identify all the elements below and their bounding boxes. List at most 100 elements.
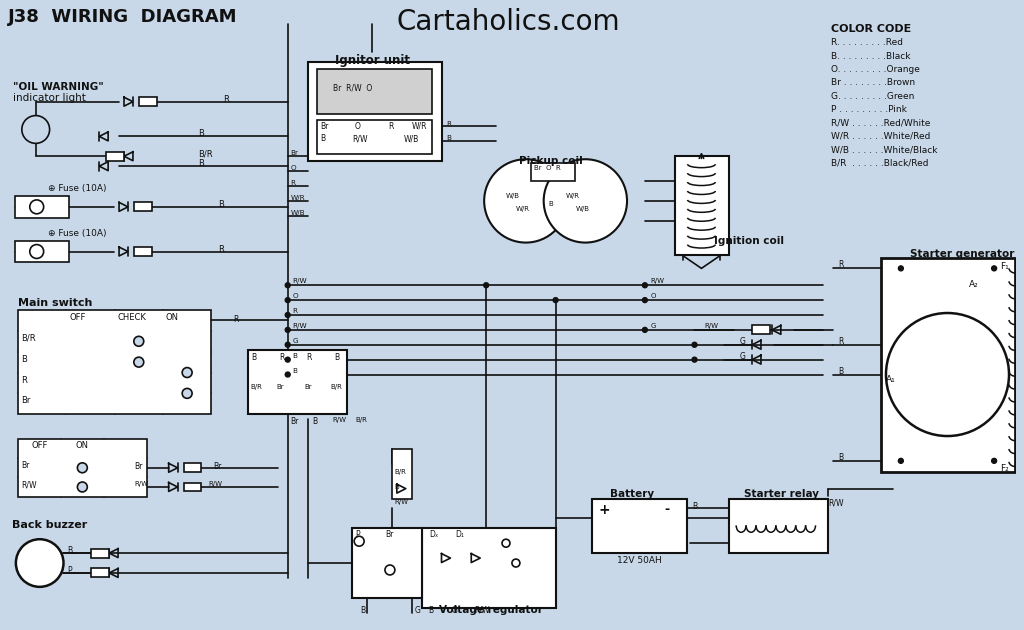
Bar <box>307 62 441 161</box>
Bar <box>183 483 202 491</box>
Bar <box>91 549 110 558</box>
Text: R/W: R/W <box>705 323 719 329</box>
Text: Br  O  R: Br O R <box>534 165 560 171</box>
Text: Br . . . . . . . .Brown: Br . . . . . . . .Brown <box>831 78 915 88</box>
Circle shape <box>286 357 290 362</box>
Bar <box>317 69 431 113</box>
Text: P: P <box>355 530 359 539</box>
Text: G: G <box>452 605 458 615</box>
Circle shape <box>286 312 290 318</box>
Text: indicator light: indicator light <box>13 93 86 103</box>
Text: R/W: R/W <box>293 278 307 284</box>
Text: B: B <box>395 484 399 490</box>
Text: W/R: W/R <box>412 122 427 130</box>
Text: G: G <box>739 352 745 361</box>
Text: B/R: B/R <box>355 417 367 423</box>
Circle shape <box>991 266 996 271</box>
Text: Ignition coil: Ignition coil <box>715 236 784 246</box>
Text: R/W: R/W <box>293 323 307 329</box>
Text: R/W: R/W <box>134 481 147 487</box>
Text: W/B: W/B <box>403 134 419 144</box>
Text: F₂: F₂ <box>1000 464 1009 473</box>
Text: W/B: W/B <box>575 206 590 212</box>
Text: Br: Br <box>134 462 142 471</box>
Text: COLOR CODE: COLOR CODE <box>831 25 911 34</box>
Bar <box>317 120 431 154</box>
Text: B: B <box>446 135 452 141</box>
Text: W/R . . . . . .White/Red: W/R . . . . . .White/Red <box>831 132 931 141</box>
Bar <box>422 529 556 608</box>
Text: Br: Br <box>321 122 329 130</box>
Bar <box>392 449 412 498</box>
Text: W/R: W/R <box>291 195 305 201</box>
Text: B. . . . . . . . .Black: B. . . . . . . . .Black <box>831 52 911 60</box>
Circle shape <box>385 565 395 575</box>
Text: +: + <box>598 503 610 517</box>
Circle shape <box>484 159 567 243</box>
Text: B: B <box>251 353 256 362</box>
Circle shape <box>642 283 647 288</box>
Text: O. . . . . . . . .Orange: O. . . . . . . . .Orange <box>831 65 921 74</box>
Text: B/R: B/R <box>199 149 213 158</box>
Text: 12V 50AH: 12V 50AH <box>616 556 662 565</box>
Text: O: O <box>651 293 656 299</box>
Text: Br: Br <box>385 530 393 539</box>
Bar <box>881 258 1015 472</box>
Bar <box>134 247 152 256</box>
Text: ⊕ Fuse (10A): ⊕ Fuse (10A) <box>48 229 106 238</box>
Text: R: R <box>839 260 844 270</box>
Text: A₂: A₂ <box>970 280 979 289</box>
Text: Br: Br <box>291 417 299 426</box>
Circle shape <box>692 342 697 347</box>
Bar <box>15 196 70 218</box>
Text: ⊕ Fuse (10A): ⊕ Fuse (10A) <box>48 184 106 193</box>
Bar <box>15 241 70 263</box>
Text: B/R: B/R <box>20 334 36 343</box>
Circle shape <box>553 297 558 302</box>
Text: F₁: F₁ <box>1000 263 1009 272</box>
Bar <box>139 97 157 106</box>
Text: W/R: W/R <box>565 193 580 199</box>
Circle shape <box>886 313 1009 436</box>
Text: B: B <box>293 353 298 358</box>
Circle shape <box>544 159 627 243</box>
Text: "OIL WARNING": "OIL WARNING" <box>13 82 103 92</box>
Text: Br: Br <box>20 396 31 405</box>
Text: B: B <box>199 130 205 139</box>
Circle shape <box>898 266 903 271</box>
Text: B: B <box>20 355 27 364</box>
Text: Br: Br <box>213 462 221 471</box>
Bar <box>729 498 828 553</box>
Text: Cartaholics.com: Cartaholics.com <box>396 8 620 37</box>
Text: R/W: R/W <box>395 498 409 505</box>
Text: R: R <box>839 337 844 346</box>
Text: Br  R/W  O: Br R/W O <box>333 84 372 93</box>
Text: R/W: R/W <box>208 481 222 487</box>
Circle shape <box>286 297 290 302</box>
Circle shape <box>182 367 193 377</box>
Text: R: R <box>306 353 312 362</box>
Text: R: R <box>20 375 27 384</box>
Text: R/W: R/W <box>651 278 665 284</box>
Text: R: R <box>388 122 393 130</box>
Circle shape <box>286 328 290 333</box>
Bar <box>752 326 770 335</box>
Circle shape <box>286 283 290 288</box>
Circle shape <box>16 539 63 587</box>
Text: W/B: W/B <box>291 210 305 216</box>
Text: B/R: B/R <box>395 469 407 475</box>
Circle shape <box>642 297 647 302</box>
Circle shape <box>78 482 87 492</box>
Circle shape <box>692 357 697 362</box>
Text: R/W: R/W <box>333 417 346 423</box>
Circle shape <box>30 244 44 258</box>
Text: P: P <box>68 566 72 575</box>
Text: B: B <box>199 159 205 168</box>
Bar <box>17 310 211 414</box>
Text: B: B <box>548 201 553 207</box>
Text: Main switch: Main switch <box>17 298 92 308</box>
Bar <box>17 439 146 496</box>
Text: R/W: R/W <box>352 134 368 144</box>
Circle shape <box>642 328 647 333</box>
Text: J38  WIRING  DIAGRAM: J38 WIRING DIAGRAM <box>8 8 238 26</box>
